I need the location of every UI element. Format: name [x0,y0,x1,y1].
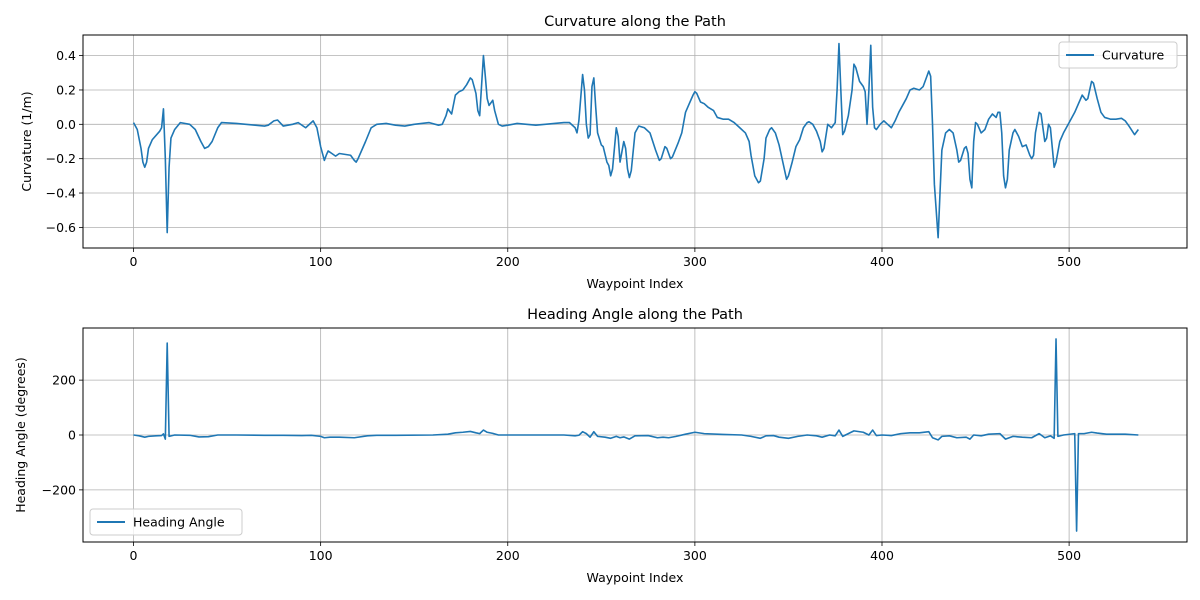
heading-angle-x-tick-label: 400 [870,548,894,563]
curvature-chart-title: Curvature along the Path [544,14,726,30]
curvature-x-ticks: 0 100 200 300 400 500 [130,248,1081,269]
curvature-y-axis-label: Curvature (1/m) [19,91,34,191]
curvature-series [132,42,1139,239]
curvature-grid [83,35,1187,248]
curvature-x-tick-label: 100 [309,254,333,269]
heading-angle-y-ticks: −200 0 200 [42,373,83,497]
curvature-x-tick-label: 500 [1057,254,1081,269]
heading-angle-panel: 0 100 200 300 400 500 −200 0 200 Heading Angle … [13,307,1188,585]
heading-angle-y-tick-label: 200 [52,373,76,388]
heading-angle-x-axis-label: Waypoint Index [587,570,684,585]
heading-angle-chart-title: Heading Angle along the Path [527,307,743,323]
curvature-x-tick-label: 400 [870,254,894,269]
curvature-plot-frame [82,34,1188,249]
heading-angle-line [133,338,1139,532]
heading-angle-y-tick-label: 0 [68,428,76,443]
curvature-panel: 0 100 200 300 400 500 −0.6 −0.4 −0.2 0.0 0.2 0.4 C… [19,14,1188,291]
heading-angle-legend-label: Heading Angle [133,515,225,530]
curvature-y-tick-label: −0.4 [46,186,76,201]
heading-angle-x-tick-label: 500 [1057,548,1081,563]
heading-angle-series [133,338,1139,532]
curvature-legend-label: Curvature [1102,48,1165,63]
heading-angle-x-tick-label: 300 [683,548,707,563]
curvature-y-ticks: −0.6 −0.4 −0.2 0.0 0.2 0.4 [46,48,83,235]
heading-angle-x-tick-label: 0 [130,548,138,563]
curvature-x-tick-label: 0 [130,254,138,269]
curvature-y-tick-label: −0.6 [46,220,76,235]
heading-angle-x-ticks: 0 100 200 300 400 500 [130,542,1081,563]
curvature-line [132,42,1139,239]
heading-angle-y-tick-label: −200 [42,482,76,497]
curvature-y-tick-label: −0.2 [46,151,76,166]
curvature-x-tick-label: 200 [496,254,520,269]
curvature-legend-box [1058,41,1178,69]
heading-angle-legend-box [89,508,243,536]
heading-angle-x-tick-label: 200 [496,548,520,563]
curvature-y-tick-label: 0.4 [56,48,76,63]
curvature-legend: Curvature [1058,41,1178,69]
heading-angle-legend: Heading Angle [89,508,243,536]
curvature-y-tick-label: 0.0 [56,117,76,132]
curvature-x-axis-label: Waypoint Index [587,276,684,291]
heading-angle-y-axis-label: Heading Angle (degrees) [13,357,28,513]
curvature-y-tick-label: 0.2 [56,82,76,97]
curvature-x-tick-label: 300 [683,254,707,269]
heading-angle-x-tick-label: 100 [309,548,333,563]
